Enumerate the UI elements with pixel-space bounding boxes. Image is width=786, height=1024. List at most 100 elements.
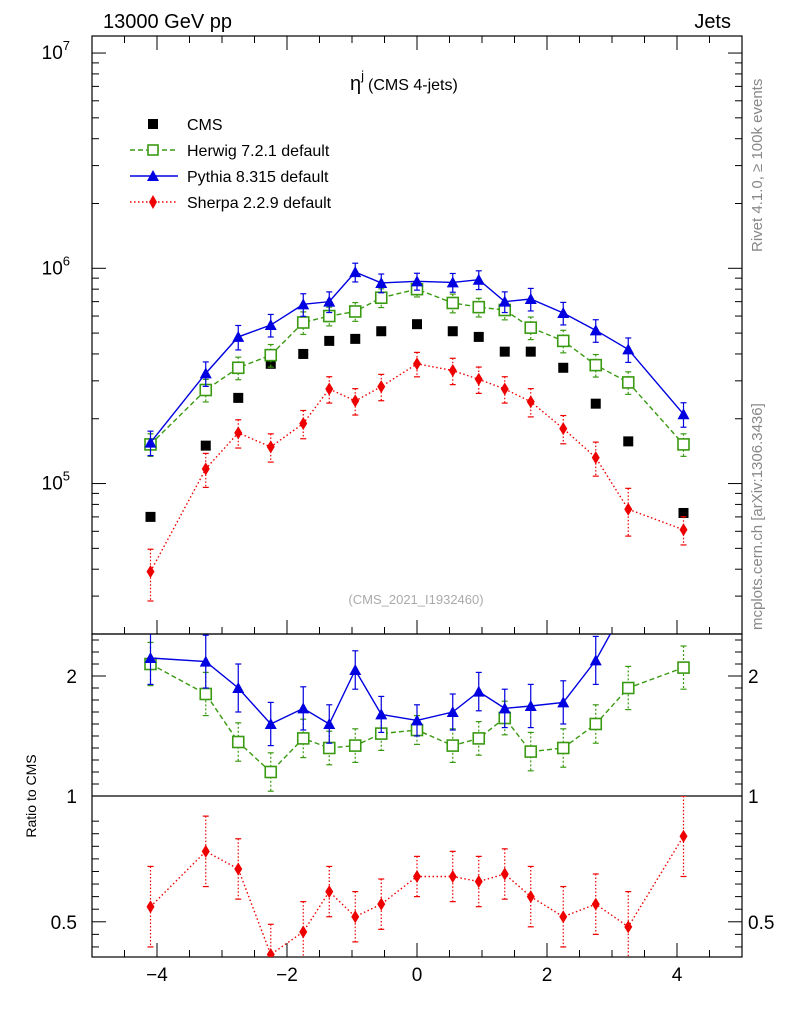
ratio-xtick-label: −4 <box>146 965 168 986</box>
herwig-ratio-point <box>446 739 460 752</box>
sherpa-point <box>377 380 386 394</box>
pythia-ratio-point <box>446 706 459 717</box>
cms-point <box>473 331 484 342</box>
sherpa-point <box>146 565 155 579</box>
legend-sherpa-label: Sherpa 2.2.9 default <box>187 195 332 212</box>
ratio-ytick-label: 1 <box>66 787 77 808</box>
cms-point <box>525 346 536 357</box>
cms-point <box>145 511 156 522</box>
pythia-point <box>375 276 388 288</box>
sherpa-ratio-point <box>413 870 421 883</box>
pythia-ratio-point <box>375 708 388 720</box>
main-ytick-label: 107 <box>42 38 70 64</box>
sherpa-point <box>351 394 360 408</box>
pythia-ratio-point <box>411 714 423 726</box>
legend-herwig-marker <box>147 144 159 156</box>
sherpa-point <box>234 426 243 440</box>
title-main: η <box>350 73 361 95</box>
header-right: Jets <box>694 11 731 33</box>
legend-cms-label: CMS <box>187 117 223 134</box>
ratio-series-sherpa <box>146 796 688 957</box>
cms-point <box>376 326 387 337</box>
pythia-ratio-point <box>557 696 570 708</box>
ratio-xtick-label: −2 <box>276 965 298 986</box>
pythia-ratio-point <box>622 596 634 607</box>
herwig-point <box>348 305 362 318</box>
pythia-ratio-point <box>264 718 277 729</box>
sherpa-point <box>299 417 308 431</box>
cms-point <box>233 392 244 403</box>
legend-entry-herwig: Herwig 7.2.1 default <box>130 143 330 160</box>
cms-point <box>324 335 335 346</box>
cms-point <box>590 398 601 409</box>
cms-point <box>558 362 569 373</box>
ratio-ytick-label: 2 <box>66 667 77 688</box>
sherpa-point <box>266 440 275 454</box>
pythia-ratio-point <box>589 654 602 666</box>
cms-point <box>350 333 361 344</box>
herwig-point <box>231 361 245 375</box>
pythia-point <box>677 408 690 420</box>
ratio-ytick-label-right: 0.5 <box>748 913 774 934</box>
sherpa-ratio-point <box>351 910 360 924</box>
rivet-label: Rivet 4.1.0, ≥ 100k events <box>749 79 766 252</box>
main-ytick-label: 105 <box>42 469 70 495</box>
sherpa-ratio-point <box>679 829 688 843</box>
sherpa-ratio-point <box>559 910 568 924</box>
legend-entry-cms: CMS <box>148 117 223 134</box>
main-series-cms <box>145 319 689 522</box>
pythia-point <box>264 319 277 331</box>
pythia-ratio-point <box>199 655 212 667</box>
sherpa-ratio-point <box>474 875 483 889</box>
pythia-point <box>199 367 212 379</box>
legend-entry-sherpa: Sherpa 2.2.9 default <box>130 195 332 212</box>
ratio-ytick-label-right: 2 <box>748 667 759 688</box>
pythia-ratio-point <box>144 652 157 663</box>
sherpa-point <box>624 502 633 516</box>
plot-title: ηj (CMS 4-jets) <box>350 68 458 95</box>
cms-point <box>499 346 510 357</box>
sherpa-point <box>201 462 210 476</box>
sherpa-ratio-point <box>299 925 308 939</box>
ratio-ylabel: Ratio to CMS <box>23 754 39 837</box>
sherpa-point <box>448 364 457 378</box>
sherpa-ratio-point <box>591 897 600 911</box>
pythia-ratio-point <box>678 562 690 573</box>
cms-point <box>447 326 458 337</box>
ratio-xtick-label: 4 <box>672 965 683 986</box>
pythia-ratio-point <box>232 682 245 693</box>
herwig-ratio-point <box>677 661 690 674</box>
pythia-point <box>232 330 245 342</box>
herwig-point <box>677 438 690 451</box>
ratio-ytick-label: 0.5 <box>51 913 77 934</box>
legend-cms-marker <box>148 119 158 129</box>
pythia-point <box>446 276 459 288</box>
herwig-ratio-point <box>472 732 486 745</box>
herwig-point <box>472 300 486 314</box>
sherpa-point <box>500 382 509 396</box>
cms-point <box>298 348 309 359</box>
pythia-ratio-point <box>323 718 336 729</box>
herwig-ratio-point <box>231 735 245 749</box>
sherpa-ratio-point <box>234 862 243 876</box>
pythia-ratio-point <box>297 702 310 714</box>
herwig-point <box>589 358 603 372</box>
sherpa-point <box>474 372 483 386</box>
legend: CMS Herwig 7.2.1 default Pythia 8.315 de… <box>130 117 332 212</box>
sherpa-ratio-point <box>624 920 633 934</box>
herwig-point <box>374 291 388 305</box>
pythia-ratio-point <box>349 664 362 675</box>
herwig-line <box>150 288 685 445</box>
herwig-ratio-point <box>348 739 362 752</box>
main-series-layer <box>144 262 690 602</box>
herwig-point <box>264 348 278 362</box>
sherpa-ratio-point <box>146 900 155 914</box>
title-sup: j <box>360 68 364 83</box>
pythia-point <box>323 295 336 307</box>
herwig-ratio-point <box>621 681 635 695</box>
cms-point <box>265 358 276 369</box>
mcplots-label: mcplots.cern.ch [arXiv:1306.3436] <box>749 403 766 630</box>
header-left: 13000 GeV pp <box>103 11 232 33</box>
cms-point <box>678 507 689 518</box>
pythia-point <box>349 266 362 278</box>
